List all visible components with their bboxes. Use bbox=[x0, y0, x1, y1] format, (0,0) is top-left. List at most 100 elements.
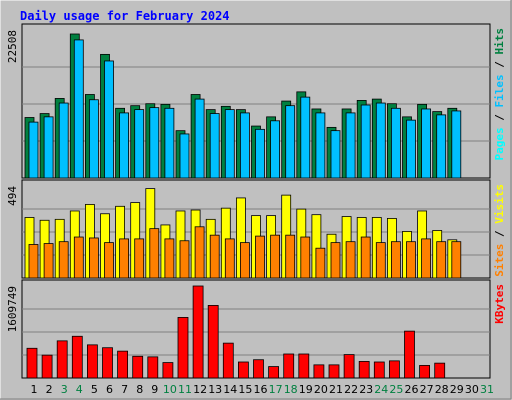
legend-hits: Hits bbox=[493, 28, 506, 55]
bar-kbytes-day-27 bbox=[419, 365, 431, 379]
x-tick-label: 9 bbox=[151, 383, 158, 396]
x-tick-label: 16 bbox=[254, 383, 268, 396]
y-max-label: 1609749 bbox=[6, 286, 19, 332]
legend-separator: / bbox=[493, 55, 506, 75]
bar-sites-day-12 bbox=[194, 226, 205, 279]
legend-separator: / bbox=[493, 108, 506, 128]
bar-files-day-29 bbox=[451, 110, 462, 179]
bar-sites-day-27 bbox=[421, 238, 432, 279]
bar-kbytes-day-5 bbox=[87, 344, 98, 379]
bar-files-day-3 bbox=[58, 102, 69, 179]
bar-files-day-28 bbox=[436, 114, 447, 179]
bar-kbytes-day-26 bbox=[404, 330, 415, 379]
x-tick-label: 17 bbox=[269, 383, 283, 396]
bar-files-day-18 bbox=[285, 105, 296, 179]
x-tick-label: 5 bbox=[91, 383, 98, 396]
bar-files-day-4 bbox=[73, 39, 84, 179]
x-tick-label: 18 bbox=[284, 383, 298, 396]
bar-sites-day-2 bbox=[43, 243, 54, 279]
x-tick-label: 22 bbox=[344, 383, 358, 396]
chart-panels: 22508 Pages / Files / Hits 494 Sites / Visi… bbox=[6, 23, 506, 379]
bar-kbytes-day-12 bbox=[192, 285, 204, 379]
x-tick-label: 29 bbox=[450, 383, 464, 396]
bar-sites-day-18 bbox=[285, 234, 296, 279]
x-tick-label: 3 bbox=[61, 383, 68, 396]
bar-files-day-15 bbox=[239, 112, 250, 179]
x-axis-ticks: 1 2 3 4 5 6 7 8 9 10 11 12 13 14 15 16 17 18 19 20 21 22 23 24 2… bbox=[31, 383, 495, 396]
bar-kbytes-day-7 bbox=[117, 350, 128, 379]
bar-files-day-1 bbox=[28, 121, 39, 179]
x-tick-label: 20 bbox=[314, 383, 328, 396]
bar-sites-day-20 bbox=[315, 247, 326, 279]
bar-sites-day-7 bbox=[119, 238, 129, 279]
x-tick-label: 24 bbox=[374, 383, 388, 396]
bar-files-day-19 bbox=[300, 96, 311, 179]
bar-files-day-25 bbox=[390, 107, 401, 179]
bar-sites-day-11 bbox=[179, 240, 190, 279]
bar-kbytes-day-2 bbox=[41, 354, 53, 379]
bar-kbytes-day-23 bbox=[358, 361, 370, 379]
x-tick-label: 26 bbox=[405, 383, 419, 396]
bar-sites-day-23 bbox=[360, 236, 371, 279]
bar-sites-day-10 bbox=[164, 238, 175, 279]
x-tick-label: 1 bbox=[31, 383, 38, 396]
bar-kbytes-day-25 bbox=[388, 360, 400, 379]
bar-kbytes-day-11 bbox=[177, 317, 189, 379]
x-tick-label: 15 bbox=[238, 383, 252, 396]
x-tick-label: 25 bbox=[389, 383, 403, 396]
bar-sites-day-28 bbox=[436, 241, 447, 279]
bar-sites-day-14 bbox=[224, 238, 235, 279]
chart-title: Daily usage for February 2024 bbox=[20, 9, 230, 23]
bar-sites-day-16 bbox=[255, 235, 265, 279]
bar-sites-day-21 bbox=[330, 242, 341, 279]
bar-kbytes-day-28 bbox=[434, 362, 446, 379]
bar-kbytes-day-24 bbox=[373, 361, 385, 379]
bar-sites-day-6 bbox=[104, 242, 114, 279]
bar-files-day-7 bbox=[119, 112, 129, 179]
panel-kbytes: 1609749 KBytes bbox=[6, 279, 506, 379]
bar-kbytes-day-6 bbox=[102, 347, 113, 379]
bar-kbytes-day-8 bbox=[132, 355, 144, 379]
bar-sites-day-13 bbox=[209, 234, 220, 279]
bar-sites-day-15 bbox=[239, 242, 250, 279]
x-tick-label: 13 bbox=[208, 383, 222, 396]
x-tick-label: 12 bbox=[193, 383, 207, 396]
bar-sites-day-26 bbox=[406, 241, 416, 279]
bar-sites-day-4 bbox=[73, 236, 84, 279]
x-tick-label: 27 bbox=[420, 383, 434, 396]
x-tick-label: 2 bbox=[46, 383, 53, 396]
y-max-label: 22508 bbox=[6, 30, 19, 63]
bar-kbytes-day-9 bbox=[147, 356, 159, 379]
bar-files-day-26 bbox=[406, 119, 416, 179]
bar-files-day-17 bbox=[270, 120, 281, 179]
bar-files-day-10 bbox=[164, 107, 175, 179]
bar-files-day-13 bbox=[209, 113, 220, 179]
bar-files-day-23 bbox=[360, 104, 371, 179]
bar-sites-day-17 bbox=[270, 234, 281, 279]
bar-kbytes-day-18 bbox=[283, 353, 295, 379]
x-tick-label: 21 bbox=[329, 383, 343, 396]
series-legend: Pages / Files / Hits bbox=[493, 28, 506, 161]
bar-kbytes-day-15 bbox=[237, 361, 249, 379]
bar-sites-day-24 bbox=[375, 242, 386, 279]
bar-files-day-14 bbox=[224, 109, 235, 179]
bar-kbytes-day-19 bbox=[298, 353, 310, 379]
panel-hits-files-pages: 22508 Pages / Files / Hits bbox=[6, 23, 506, 179]
bar-kbytes-day-1 bbox=[26, 347, 38, 379]
legend-pages: Pages bbox=[493, 127, 506, 160]
bar-sites-day-22 bbox=[345, 241, 356, 279]
x-tick-label: 19 bbox=[299, 383, 313, 396]
bar-files-day-12 bbox=[194, 98, 205, 179]
x-tick-label: 10 bbox=[163, 383, 177, 396]
legend-visits: Visits bbox=[493, 184, 506, 224]
bar-sites-day-5 bbox=[89, 237, 99, 279]
x-tick-label: 28 bbox=[435, 383, 449, 396]
bar-kbytes-day-20 bbox=[313, 364, 325, 379]
legend-files: Files bbox=[493, 74, 506, 107]
bar-files-day-20 bbox=[315, 112, 326, 179]
bar-files-day-24 bbox=[375, 102, 386, 179]
bar-sites-day-9 bbox=[149, 228, 160, 279]
x-tick-label: 8 bbox=[136, 383, 143, 396]
bar-files-day-5 bbox=[89, 99, 99, 179]
